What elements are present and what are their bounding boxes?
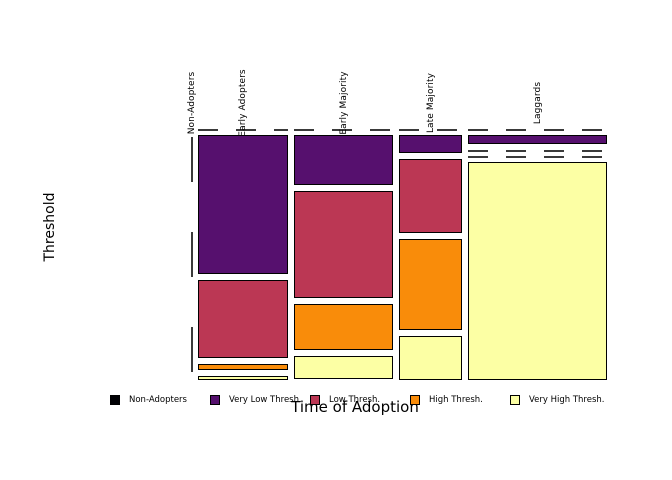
legend-item: Very Low Thresh.	[210, 395, 302, 405]
column-label: Late Majority	[425, 72, 436, 134]
column-label: Early Majority	[338, 71, 349, 135]
mosaic-cell	[399, 239, 462, 330]
legend-item: Low Thresh.	[310, 395, 380, 405]
zero-count-cell-dash	[468, 156, 607, 158]
mosaic-cell	[468, 135, 607, 144]
legend-label: Low Thresh.	[329, 395, 381, 405]
mosaic-cell	[198, 376, 288, 380]
mosaic-cell	[399, 159, 462, 233]
zero-count-cell-dash	[294, 129, 393, 131]
mosaic-cell	[198, 135, 288, 274]
mosaic-cell	[294, 356, 393, 379]
column-label: Laggards	[532, 81, 543, 125]
x-axis-label: Time of Adoption	[291, 398, 419, 416]
mosaic-cell	[468, 162, 607, 380]
legend-item: Non-Adopters	[110, 395, 187, 405]
column-label: Non-Adopters	[187, 71, 197, 135]
mosaic-cell	[198, 280, 288, 358]
legend-label: Very Low Thresh.	[229, 395, 302, 405]
mosaic-cell	[198, 364, 288, 370]
mosaic-cell	[399, 336, 462, 380]
mosaic-cell	[399, 135, 462, 153]
legend-label: Non-Adopters	[129, 395, 187, 405]
legend-color-swatch-icon	[110, 395, 120, 405]
y-axis-label: Threshold	[42, 192, 58, 262]
legend-label: High Thresh.	[429, 395, 483, 405]
mosaic-cell	[294, 135, 393, 185]
legend-color-swatch-icon	[510, 395, 520, 405]
mosaic-cell	[294, 304, 393, 350]
zero-count-cell-dash	[468, 150, 607, 152]
legend-item: Very High Thresh.	[510, 395, 604, 405]
legend-item: High Thresh.	[410, 395, 483, 405]
legend-color-swatch-icon	[310, 395, 320, 405]
zero-count-cell-dash	[198, 129, 288, 131]
column-label: Early Adopters	[238, 69, 248, 137]
zero-count-cell-dash	[468, 129, 607, 131]
zero-width-column-dash	[191, 137, 193, 380]
legend-label: Very High Thresh.	[529, 395, 605, 405]
zero-count-cell-dash	[399, 129, 462, 131]
legend-color-swatch-icon	[410, 395, 420, 405]
legend-color-swatch-icon	[210, 395, 220, 405]
mosaic-cell	[294, 191, 393, 298]
